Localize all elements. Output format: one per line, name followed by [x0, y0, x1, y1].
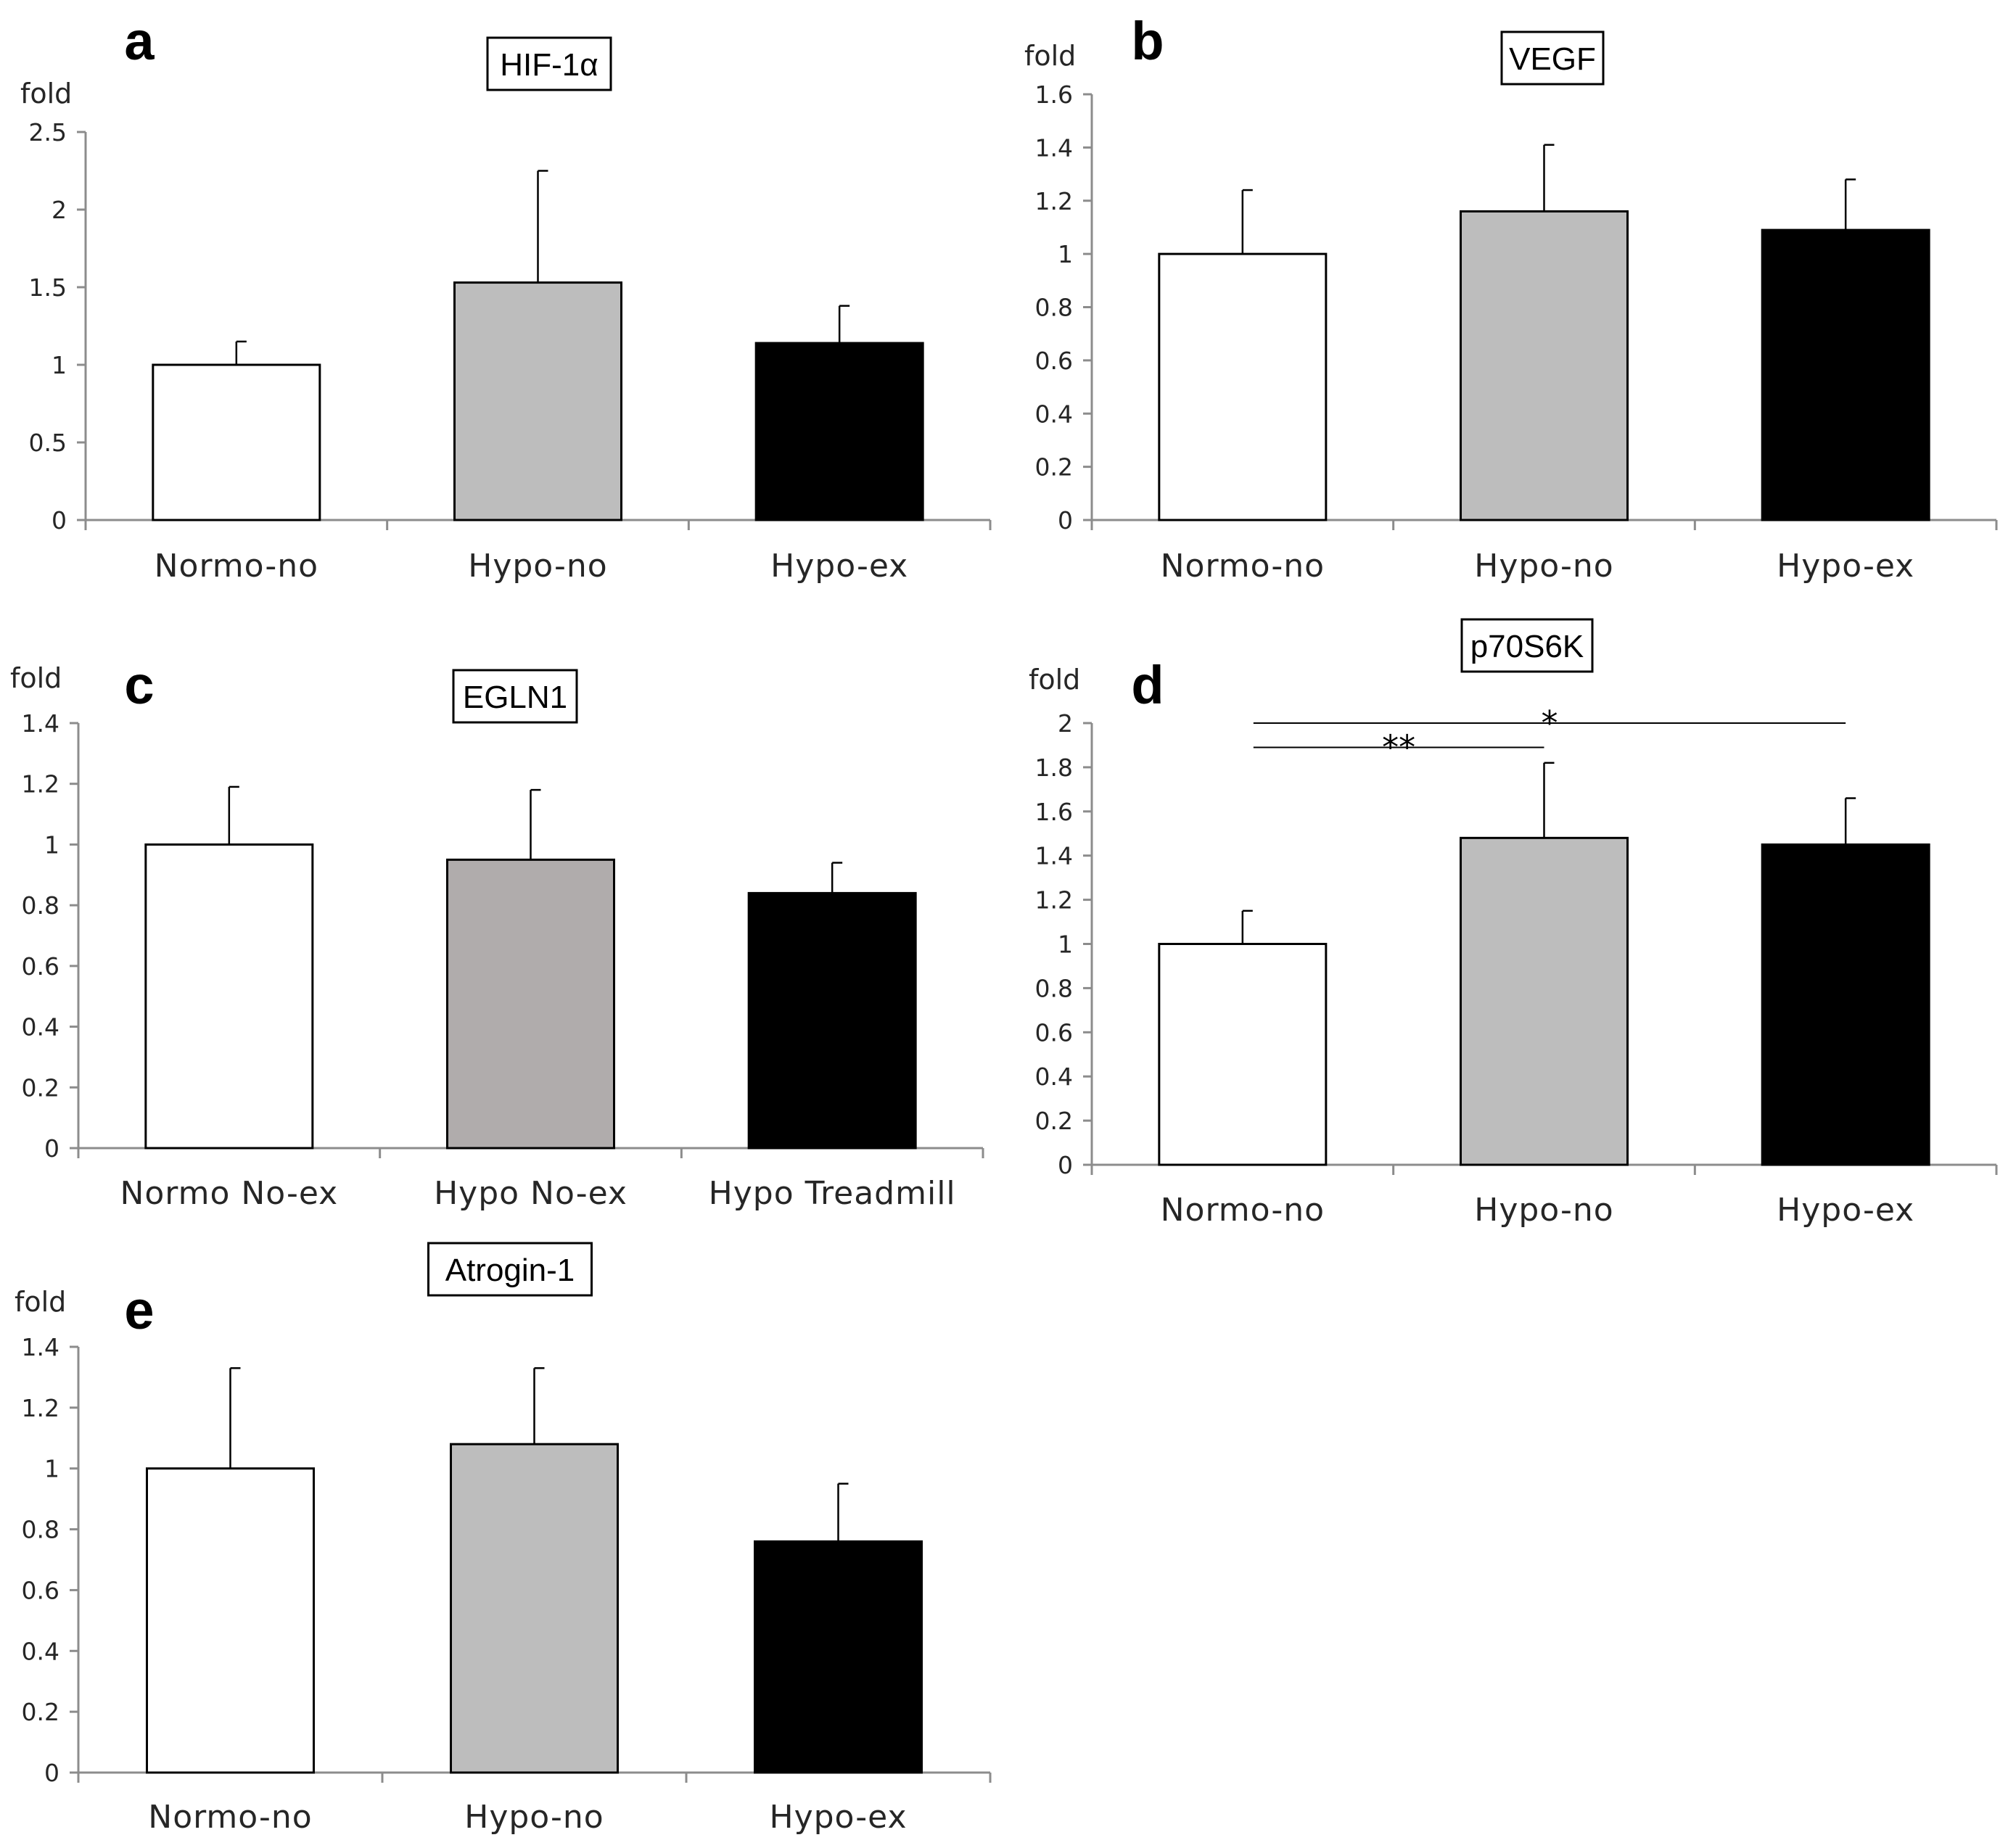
- panel-d-significance-label: *: [1542, 704, 1558, 743]
- panel-a-y-tick-label: 2: [52, 196, 67, 224]
- panel-e-y-tick-label: 1: [44, 1455, 59, 1483]
- panel-c-unit-label: fold: [10, 662, 62, 694]
- panel-b-y-tick-label: 1.4: [1035, 133, 1073, 162]
- panel-c-letter: c: [124, 655, 154, 715]
- panel-a-category-label: Hypo-no: [468, 548, 607, 585]
- panel-d-bar: [1460, 836, 1629, 1166]
- panel-d-y-tick-label: 2: [1058, 709, 1073, 738]
- panel-a-bar: [453, 281, 622, 521]
- panel-a-letter: a: [124, 11, 155, 71]
- panel-b-letter: b: [1131, 11, 1164, 71]
- panel-a-bar: [754, 342, 924, 521]
- panel-a-y-tick-label: 1.5: [29, 273, 67, 302]
- panel-d-category-label: Normo-no: [1161, 1192, 1325, 1229]
- panel-b-y-tick-label: 0.2: [1035, 453, 1073, 482]
- panel-d-y-tick-label: 0.2: [1035, 1107, 1073, 1135]
- panel-d-category-label: Hypo-ex: [1777, 1192, 1914, 1229]
- panel-c-y-tick-label: 0.8: [22, 891, 59, 920]
- panel-d-y-tick-label: 1.6: [1035, 798, 1073, 826]
- panel-d-y-tick-label: 0.4: [1035, 1063, 1073, 1091]
- panel-b-y-tick-label: 1.6: [1035, 81, 1073, 109]
- panel-e-letter: e: [124, 1280, 154, 1340]
- panel-b-y-tick-label: 0.4: [1035, 400, 1073, 428]
- panel-a-category-label: Normo-no: [155, 548, 318, 585]
- panel-d-y-tick-label: 0.6: [1035, 1018, 1073, 1047]
- panel-c-y-tick-label: 1: [44, 830, 59, 859]
- panel-d-bar: [1158, 943, 1328, 1166]
- panel-d-y-tick-label: 1: [1058, 931, 1073, 959]
- panel-c-category-label: Hypo No-ex: [434, 1175, 628, 1212]
- panel-e-y-tick-label: 0.8: [22, 1516, 59, 1544]
- panel-e-title: Atrogin-1: [445, 1253, 575, 1288]
- panel-a-y-tick-label: 1: [52, 351, 67, 379]
- panel-a-category-label: Hypo-ex: [770, 548, 908, 585]
- panel-e-y-tick-label: 0.6: [22, 1576, 59, 1604]
- panel-c-title-box: [452, 669, 578, 724]
- panel-b-y-tick-label: 0.6: [1035, 347, 1073, 375]
- panel-d-y-tick-label: 1.2: [1035, 886, 1073, 915]
- panel-e-category-label: Hypo-no: [464, 1799, 604, 1836]
- panel-b-title: VEGF: [1509, 41, 1596, 77]
- panel-b-y-tick-label: 1: [1058, 240, 1073, 268]
- panel-e-category-label: Hypo-ex: [769, 1799, 907, 1836]
- panel-b-y-tick-label: 0: [1058, 506, 1073, 535]
- panel-d-title-box: [1460, 618, 1594, 673]
- panel-e-y-tick-label: 1.4: [22, 1333, 59, 1361]
- panel-c-title: EGLN1: [463, 680, 567, 715]
- panel-e-y-tick-label: 0.4: [22, 1637, 59, 1665]
- panel-d-y-tick-label: 1.8: [1035, 754, 1073, 782]
- panel-d-y-tick-label: 1.4: [1035, 842, 1073, 870]
- panel-e-y-tick-label: 1.2: [22, 1394, 59, 1422]
- panel-d-y-tick-label: 0: [1058, 1151, 1073, 1179]
- panel-a-title-box: [486, 36, 612, 91]
- panel-c-bar: [747, 891, 917, 1150]
- panel-d-letter: d: [1131, 655, 1164, 715]
- panel-c-y-tick-label: 0.2: [22, 1073, 59, 1102]
- panel-c-y-tick-label: 1.2: [22, 770, 59, 799]
- panel-b-y-tick-label: 0.8: [1035, 294, 1073, 322]
- panel-b-category-label: Hypo-ex: [1777, 548, 1914, 585]
- panel-e-bar: [754, 1540, 923, 1774]
- panel-e-bar: [146, 1467, 315, 1774]
- panel-d-unit-label: fold: [1029, 664, 1080, 696]
- panel-c-y-tick-label: 0.4: [22, 1013, 59, 1041]
- panel-c-category-label: Normo No-ex: [120, 1175, 338, 1212]
- panel-b-unit-label: fold: [1024, 40, 1076, 72]
- panel-b-title-box: [1500, 30, 1605, 86]
- panel-d-category-label: Hypo-no: [1474, 1192, 1613, 1229]
- panel-e-title-box: [427, 1242, 593, 1297]
- panel-b-category-label: Normo-no: [1161, 548, 1325, 585]
- panel-e-y-tick-label: 0.2: [22, 1698, 59, 1726]
- panel-b-y-tick-label: 1.2: [1035, 187, 1073, 215]
- panel-c-y-tick-label: 0: [44, 1134, 59, 1163]
- panel-c-bar: [446, 858, 615, 1150]
- panel-c-bar: [144, 843, 314, 1150]
- panel-b-bar: [1761, 228, 1930, 521]
- panel-e-unit-label: fold: [15, 1286, 66, 1318]
- panel-d-significance-label: **: [1382, 727, 1415, 767]
- panel-c-y-tick-label: 0.6: [22, 952, 59, 981]
- panel-e-category-label: Normo-no: [148, 1799, 312, 1836]
- panel-a-title: HIF-1α: [500, 47, 598, 83]
- panel-a-y-tick-label: 2.5: [29, 118, 67, 147]
- panel-a-y-tick-label: 0.5: [29, 429, 67, 457]
- panel-b-category-label: Hypo-no: [1474, 548, 1613, 585]
- panel-a-y-tick-label: 0: [52, 506, 67, 535]
- panel-d-bar: [1761, 843, 1930, 1166]
- panel-c-category-label: Hypo Treadmill: [709, 1175, 956, 1212]
- panel-d-y-tick-label: 0.8: [1035, 974, 1073, 1002]
- panel-d-title: p70S6K: [1470, 629, 1584, 664]
- panel-e-y-tick-label: 0: [44, 1759, 59, 1787]
- panel-c-y-tick-label: 1.4: [22, 709, 59, 738]
- panel-b-bar: [1158, 252, 1328, 521]
- panel-a-unit-label: fold: [20, 78, 72, 110]
- panel-e-bar: [450, 1443, 619, 1774]
- panel-b-bar: [1460, 210, 1629, 521]
- panel-a-bar: [152, 363, 321, 521]
